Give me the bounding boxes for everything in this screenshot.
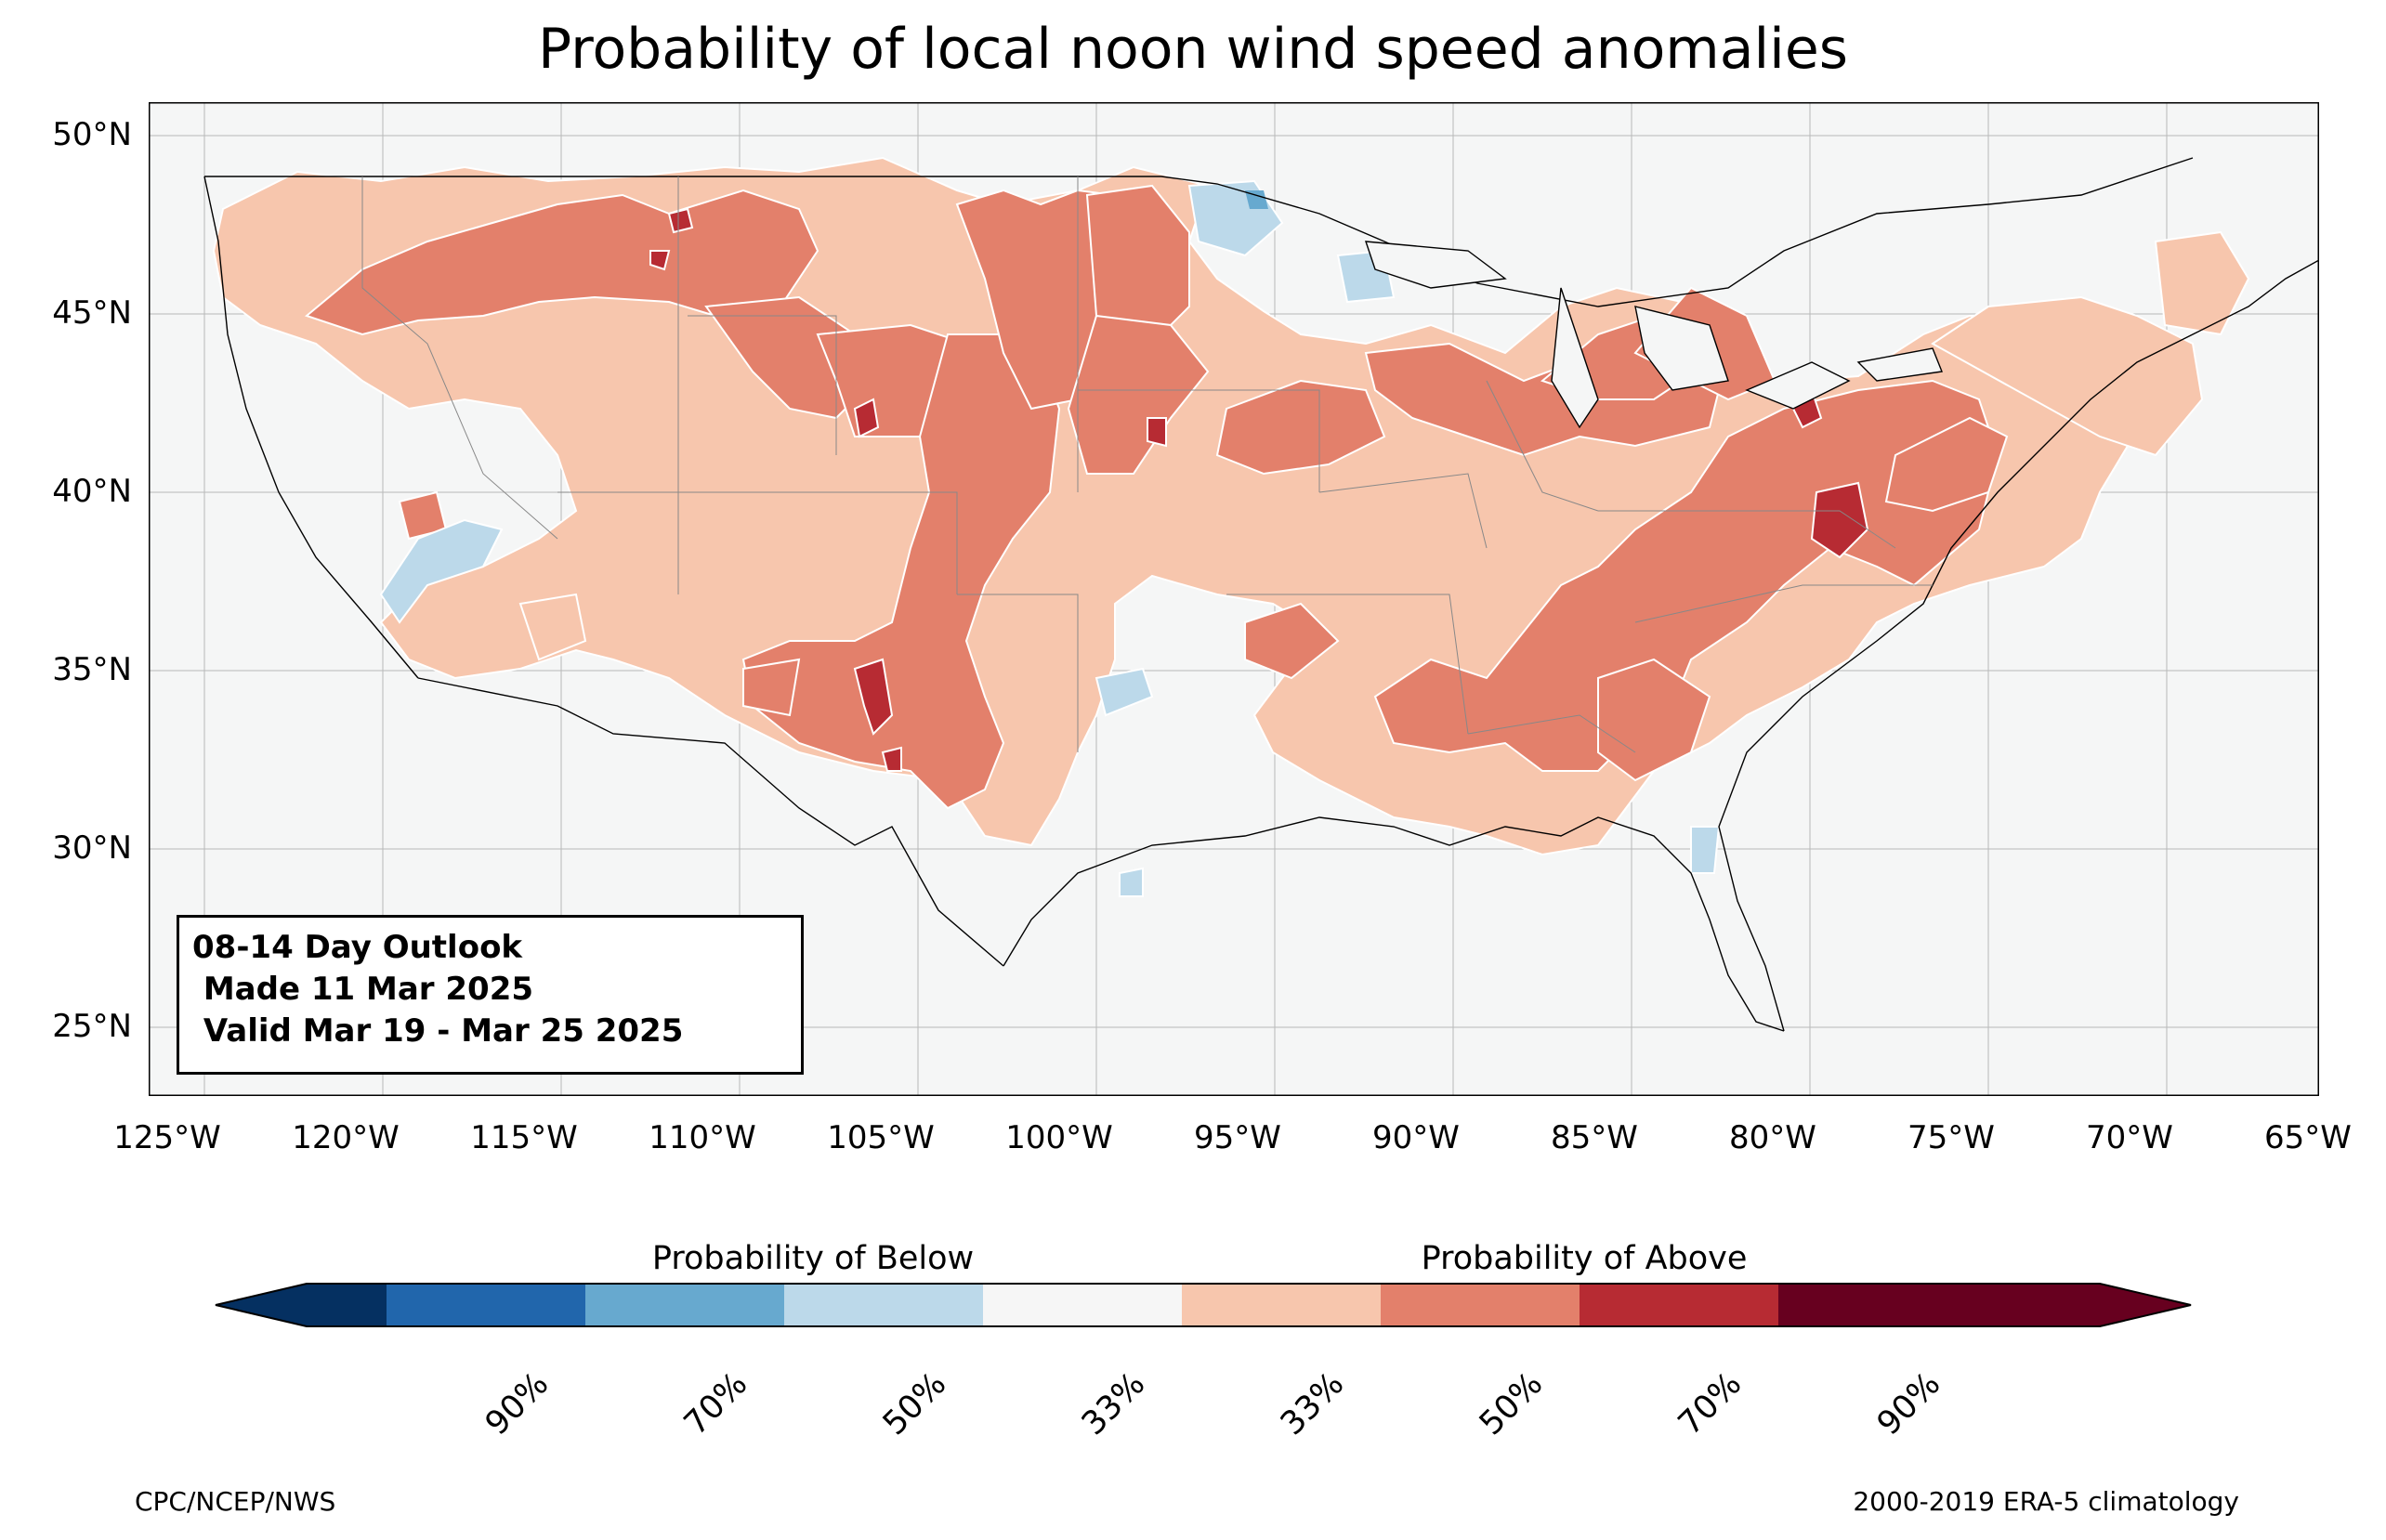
borders	[203, 157, 2319, 1032]
colorbar-segment	[1580, 1284, 1778, 1326]
lon-label-90w: 90°W	[1372, 1119, 1460, 1156]
colorbar-outline	[215, 1283, 2192, 1327]
lon-label-80w: 80°W	[1729, 1119, 1816, 1156]
great-lakes	[1364, 241, 1943, 429]
lat-label-35: 35°N	[52, 651, 132, 688]
lat-label-45: 45°N	[52, 294, 132, 332]
outlook-info-box: 08-14 Day Outlook Made 11 Mar 2025 Valid…	[177, 915, 804, 1075]
outlook-period: 08-14 Day Outlook	[192, 929, 523, 966]
lon-label-85w: 85°W	[1551, 1119, 1638, 1156]
state-lines	[361, 176, 1933, 753]
colorbar-segment	[1381, 1284, 1580, 1326]
lat-label-50: 50°N	[52, 116, 132, 153]
gulf-coast	[1003, 816, 1785, 1032]
canada-border	[204, 157, 2194, 307]
lon-label-95w: 95°W	[1194, 1119, 1281, 1156]
lon-label-100w: 100°W	[1005, 1119, 1113, 1156]
pacific-coast	[203, 176, 419, 679]
colorbar-segment	[585, 1284, 784, 1326]
outlook-made-date: Made 11 Mar 2025	[192, 971, 534, 1008]
lon-label-110w: 110°W	[649, 1119, 756, 1156]
colorbar-segment	[1778, 1284, 2191, 1326]
colorbar-below-label: Probability of Below	[651, 1240, 975, 1277]
colorbar-tick-below-70: 70%	[676, 1365, 755, 1443]
footer-source: CPC/NCEP/NWS	[135, 1486, 336, 1517]
lon-label-125w: 125°W	[113, 1119, 221, 1156]
colorbar-above-label: Probability of Above	[1421, 1240, 1748, 1277]
colorbar-segment	[784, 1284, 983, 1326]
colorbar-tick-below-33: 33%	[1074, 1365, 1153, 1443]
colorbar-segment	[387, 1284, 585, 1326]
lon-label-65w: 65°W	[2264, 1119, 2352, 1156]
below-50-70-contours	[1245, 190, 1268, 209]
colorbar-tick-above-70: 70%	[1671, 1365, 1750, 1443]
map-title: Probability of local noon wind speed ano…	[537, 17, 1849, 82]
atlantic-coast	[1718, 259, 2319, 1032]
lon-label-75w: 75°W	[1907, 1119, 1995, 1156]
colorbar-tick-below-90: 90%	[478, 1365, 557, 1443]
mexico-border	[417, 677, 1004, 967]
lon-label-120w: 120°W	[292, 1119, 400, 1156]
colorbar-tick-below-50: 50%	[875, 1365, 954, 1443]
colorbar-tick-above-90: 90%	[1869, 1365, 1948, 1443]
colorbar-segment	[983, 1284, 1182, 1326]
lat-label-30: 30°N	[52, 829, 132, 867]
above-70-90-contours	[649, 207, 1869, 772]
lon-label-115w: 115°W	[470, 1119, 578, 1156]
lon-label-105w: 105°W	[827, 1119, 935, 1156]
colorbar-tick-above-50: 50%	[1472, 1365, 1551, 1443]
above-50-70-contours	[304, 184, 2009, 810]
lon-label-70w: 70°W	[2086, 1119, 2173, 1156]
colorbar-segment	[1182, 1284, 1381, 1326]
outlook-valid-range: Valid Mar 19 - Mar 25 2025	[192, 1012, 684, 1050]
colorbar	[215, 1283, 2192, 1327]
lat-label-25: 25°N	[52, 1008, 132, 1045]
lat-label-40: 40°N	[52, 473, 132, 510]
footer-climatology: 2000-2019 ERA-5 climatology	[1853, 1486, 2239, 1517]
colorbar-tick-above-33: 33%	[1273, 1365, 1352, 1443]
